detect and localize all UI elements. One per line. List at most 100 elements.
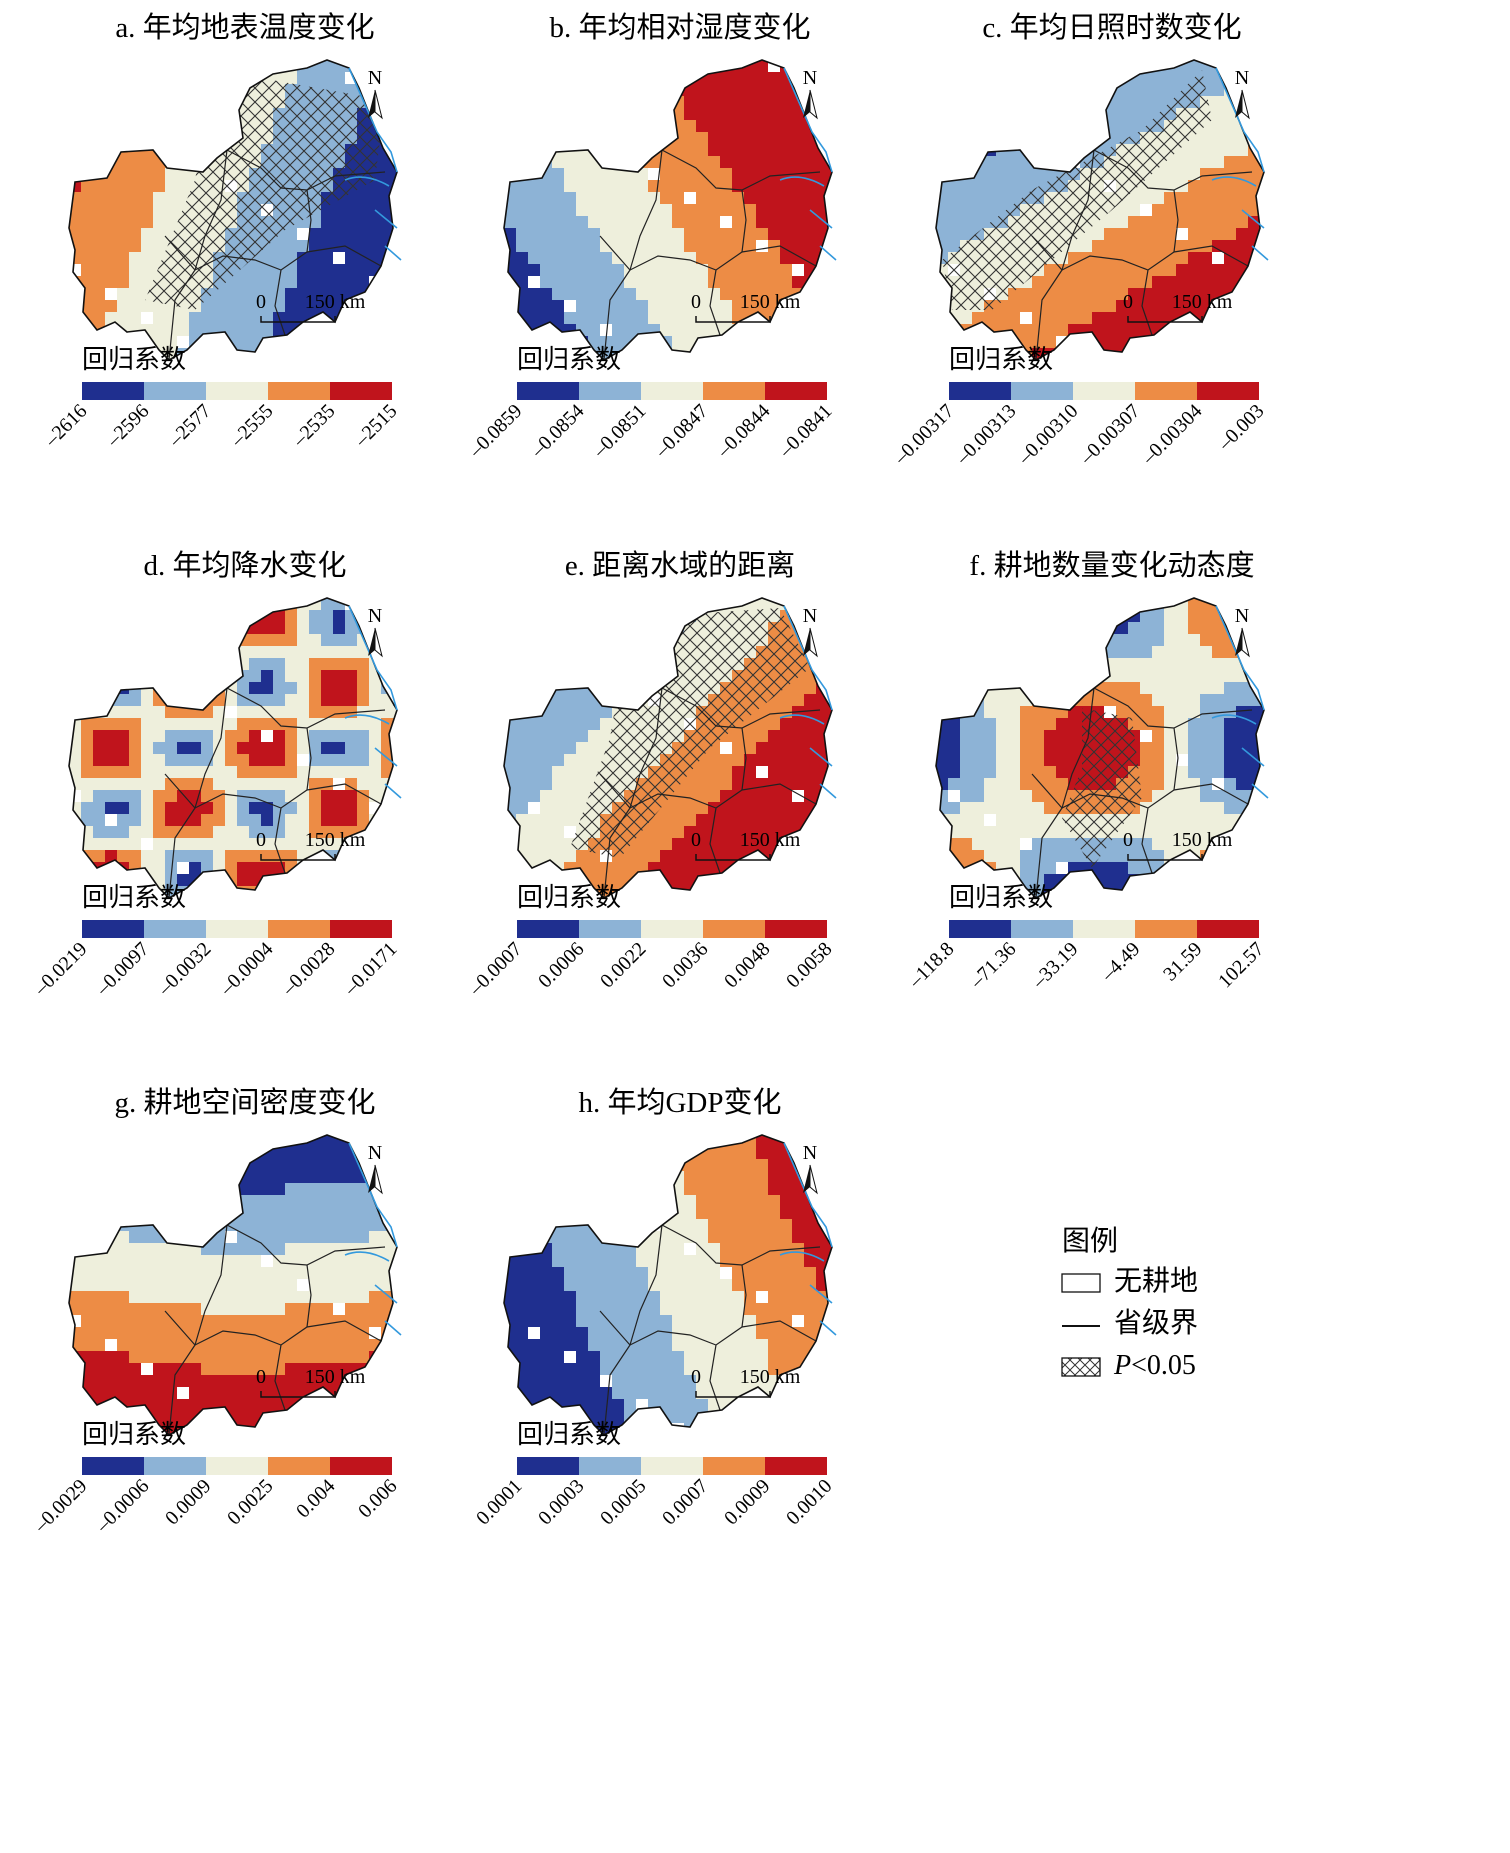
legend-swatch: [1197, 382, 1259, 400]
significance-hatch: [1062, 708, 1142, 868]
legend-title: 回归系数: [517, 883, 621, 912]
scale-zero: 0: [1123, 291, 1133, 313]
legend-swatch: [1197, 920, 1259, 938]
legend-tick-label: 0.0058: [782, 938, 836, 992]
north-arrow-icon: N: [368, 1142, 383, 1195]
scale-bar: 0 150 km: [691, 291, 801, 323]
scale-label: 150 km: [740, 829, 801, 851]
province-boundary: [226, 687, 386, 729]
study-area-outline: [935, 597, 1265, 899]
legend-tick-label: 0.0003: [534, 1475, 588, 1529]
regression-legend: 回归系数–0.00317–0.00313–0.00310–0.00307–0.0…: [889, 345, 1268, 469]
province-boundary: [741, 727, 747, 791]
north-arrow-icon: N: [1235, 605, 1250, 658]
legend-swatch: [1073, 382, 1135, 400]
legend-tick-label: –0.00317: [889, 400, 958, 469]
river: [344, 1251, 402, 1336]
legend-tick-label: –2596: [102, 400, 154, 452]
province-boundary: [1061, 687, 1095, 809]
province-boundary: [709, 1344, 721, 1411]
panel-title: h. 年均GDP变化: [578, 1086, 781, 1119]
legend-tick-label: –0.0219: [29, 938, 91, 1000]
north-label: N: [803, 605, 817, 627]
province-boundary: [629, 149, 663, 271]
legend-tick-label: –0.0851: [588, 400, 650, 462]
north-arrow-icon: N: [803, 67, 818, 120]
legend-swatch: [641, 382, 703, 400]
scale-zero: 0: [1123, 829, 1133, 851]
legend-title: 回归系数: [82, 1420, 186, 1449]
legend-tick-label: 0.0025: [223, 1475, 277, 1529]
coastline: [783, 1142, 833, 1248]
river: [779, 176, 837, 261]
coastline: [783, 67, 833, 173]
regression-raster: [69, 598, 397, 898]
legend-tick-label: –0.0029: [29, 1475, 91, 1537]
legend-tick-label: –0.0844: [712, 400, 774, 462]
province-boundary: [194, 149, 228, 271]
province-boundary: [226, 1224, 386, 1266]
province-boundary: [709, 807, 721, 874]
scale-label: 150 km: [1172, 291, 1233, 313]
legend-tick-label: 0.0009: [720, 1475, 774, 1529]
province-boundary: [306, 189, 312, 253]
legend-tick-label: 0.006: [354, 1475, 401, 1522]
scale-zero: 0: [691, 829, 701, 851]
key-label: P<0.05: [1113, 1350, 1196, 1381]
map-panel-h: h. 年均GDP变化 N 0 150 km 回归系数 0.0001 0.0003 0.0005…: [472, 1086, 836, 1529]
province-boundary: [1141, 269, 1153, 336]
legend-swatch: [82, 1457, 144, 1475]
regression-legend: 回归系数 –118.8 –71.36 –33.19 –4.49 31.59 102.57: [904, 883, 1269, 993]
province-boundary: [1093, 687, 1253, 729]
legend-swatch: [703, 1457, 765, 1475]
legend-swatch: [703, 382, 765, 400]
province-boundary: [1061, 149, 1095, 271]
legend-tick-label: 0.0007: [658, 1475, 712, 1529]
panel-title: b. 年均相对湿度变化: [549, 11, 810, 44]
scale-label: 150 km: [1172, 829, 1233, 851]
legend-tick-label: –0.00313: [951, 400, 1020, 469]
province-boundary: [661, 687, 821, 729]
coastline: [1215, 67, 1265, 173]
legend-swatch: [330, 920, 392, 938]
province-boundary: [709, 269, 721, 336]
legend-tick-label: 102.57: [1214, 938, 1268, 992]
legend-tick-label: –118.8: [904, 938, 959, 993]
legend-swatch: [517, 1457, 579, 1475]
scale-label: 150 km: [305, 291, 366, 313]
province-boundary: [274, 269, 286, 336]
regression-raster: [504, 598, 832, 898]
key-label: 无耕地: [1114, 1265, 1198, 1297]
north-label: N: [803, 1142, 817, 1164]
north-arrow-icon: N: [803, 605, 818, 658]
legend-tick-label: –0.00310: [1013, 400, 1082, 469]
legend-swatch: [765, 920, 827, 938]
legend-swatch: [206, 1457, 268, 1475]
study-area-outline: [503, 59, 833, 361]
legend-tick-label: –2555: [226, 400, 278, 452]
scale-zero: 0: [256, 291, 266, 313]
province-boundary: [1031, 235, 1063, 361]
legend-tick-label: –0.0006: [91, 1475, 153, 1537]
legend-swatch: [206, 920, 268, 938]
legend-swatch: [82, 382, 144, 400]
legend-swatch: [579, 382, 641, 400]
study-area-outline: [68, 59, 398, 361]
legend-swatch: [765, 382, 827, 400]
legend-swatch: [1011, 920, 1073, 938]
legend-tick-label: –0.0004: [215, 938, 277, 1000]
coastline: [348, 67, 398, 173]
legend-swatch: [268, 1457, 330, 1475]
north-label: N: [1235, 605, 1249, 627]
north-label: N: [803, 67, 817, 89]
legend-swatch: [517, 382, 579, 400]
regression-raster: [936, 598, 1264, 898]
legend-tick-label: –2616: [40, 400, 92, 452]
scale-bar: 0 150 km: [1123, 829, 1233, 861]
regression-raster: [69, 60, 397, 360]
coastline: [348, 605, 398, 711]
legend-tick-label: 0.0036: [658, 938, 712, 992]
